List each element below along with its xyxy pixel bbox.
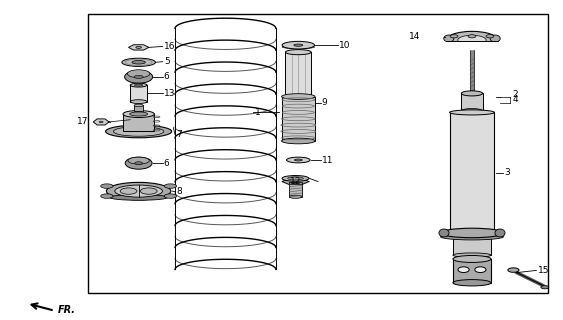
Ellipse shape [441, 228, 503, 238]
Bar [453, 259, 491, 283]
Ellipse shape [135, 84, 143, 86]
Text: 9: 9 [322, 99, 328, 108]
Bar [450, 112, 494, 233]
Ellipse shape [289, 195, 302, 198]
Ellipse shape [541, 286, 549, 289]
Text: 4: 4 [512, 95, 518, 104]
Ellipse shape [475, 267, 486, 273]
Text: 2: 2 [512, 90, 518, 99]
Text: 13: 13 [164, 89, 175, 98]
Text: 14: 14 [409, 32, 421, 41]
Ellipse shape [101, 194, 113, 198]
Ellipse shape [136, 46, 141, 48]
Ellipse shape [453, 280, 491, 286]
Text: 17: 17 [77, 117, 88, 126]
Text: 12: 12 [291, 177, 302, 186]
Ellipse shape [164, 194, 177, 198]
Ellipse shape [122, 58, 155, 67]
Ellipse shape [110, 195, 168, 200]
Ellipse shape [164, 184, 177, 188]
Ellipse shape [101, 184, 113, 188]
Ellipse shape [130, 83, 147, 87]
Text: 11: 11 [322, 156, 333, 164]
Ellipse shape [115, 185, 163, 197]
Polygon shape [282, 179, 309, 184]
Text: FR.: FR. [57, 305, 75, 316]
Ellipse shape [123, 110, 154, 117]
Text: 5: 5 [164, 57, 169, 66]
Ellipse shape [294, 44, 303, 46]
Ellipse shape [468, 35, 476, 38]
Ellipse shape [285, 50, 311, 55]
Ellipse shape [439, 229, 449, 237]
Text: 3: 3 [504, 168, 510, 177]
Bar [289, 181, 302, 197]
Ellipse shape [450, 35, 458, 38]
Ellipse shape [124, 70, 153, 83]
Ellipse shape [458, 35, 486, 45]
Ellipse shape [134, 75, 143, 78]
Ellipse shape [490, 35, 500, 42]
Ellipse shape [282, 176, 309, 181]
Ellipse shape [125, 157, 152, 169]
Bar [88, 14, 548, 293]
Ellipse shape [113, 127, 164, 136]
Ellipse shape [287, 157, 310, 163]
Ellipse shape [282, 41, 315, 49]
Ellipse shape [99, 121, 103, 123]
Ellipse shape [129, 112, 148, 116]
Text: 15: 15 [538, 266, 549, 275]
Bar [282, 97, 315, 141]
Ellipse shape [446, 31, 498, 49]
Ellipse shape [135, 162, 142, 164]
Ellipse shape [140, 188, 157, 194]
Text: 6: 6 [164, 72, 169, 81]
Ellipse shape [495, 229, 505, 237]
Bar [461, 93, 482, 111]
Ellipse shape [461, 108, 482, 113]
Bar [285, 52, 311, 97]
Text: 1: 1 [254, 108, 260, 117]
Ellipse shape [486, 35, 494, 38]
Ellipse shape [450, 110, 494, 115]
Ellipse shape [453, 253, 491, 257]
Text: 6: 6 [164, 159, 169, 168]
Bar [134, 105, 143, 111]
Text: 10: 10 [338, 41, 350, 50]
Ellipse shape [508, 268, 519, 272]
Text: 8: 8 [176, 187, 182, 196]
Ellipse shape [461, 91, 482, 96]
Ellipse shape [134, 104, 143, 107]
Ellipse shape [120, 188, 137, 194]
Ellipse shape [106, 125, 172, 138]
Ellipse shape [130, 100, 147, 104]
Ellipse shape [282, 138, 315, 144]
Ellipse shape [282, 94, 315, 100]
Ellipse shape [127, 70, 150, 78]
Ellipse shape [444, 35, 454, 42]
Ellipse shape [282, 45, 315, 49]
Text: 16: 16 [164, 42, 175, 51]
Polygon shape [93, 119, 109, 125]
Bar [123, 114, 154, 132]
Ellipse shape [453, 255, 491, 262]
Ellipse shape [288, 177, 303, 180]
Bar [470, 48, 474, 92]
Bar [453, 236, 491, 255]
Ellipse shape [128, 157, 149, 164]
Ellipse shape [441, 234, 503, 240]
Ellipse shape [294, 159, 302, 161]
Text: 7: 7 [176, 130, 182, 139]
Polygon shape [128, 45, 149, 50]
Bar [130, 85, 147, 102]
Ellipse shape [458, 267, 469, 273]
Ellipse shape [106, 182, 171, 200]
Ellipse shape [132, 60, 145, 64]
Bar [444, 42, 501, 50]
